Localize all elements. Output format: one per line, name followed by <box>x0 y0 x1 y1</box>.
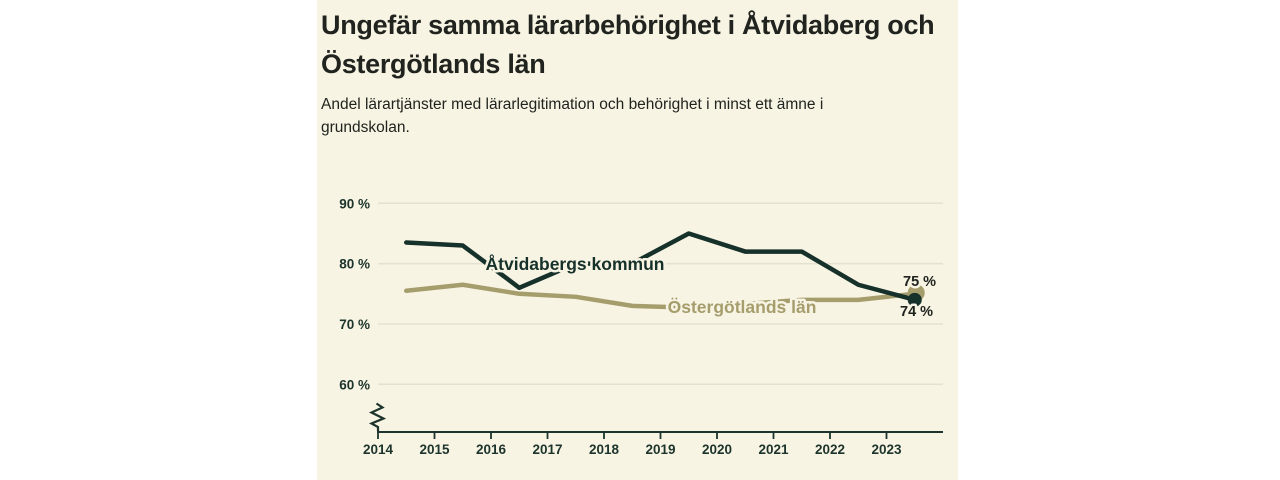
x-tick-label: 2023 <box>871 442 902 457</box>
series-line-1 <box>404 282 917 310</box>
y-tick-label: 70 % <box>339 317 370 332</box>
axis-break-icon <box>368 402 387 431</box>
x-tick-label: 2018 <box>589 442 620 457</box>
chart-card: Ungefär samma lärarbehörighet i Åtvidabe… <box>317 0 958 480</box>
line-chart: 90 % 80 % 70 % 60 % 2014 2015 2016 2017 2018 2019… <box>339 196 943 457</box>
x-tick-label: 2014 <box>363 442 394 457</box>
x-tick-label: 2019 <box>645 442 675 457</box>
x-tick-label: 2017 <box>532 442 562 457</box>
x-tick-label: 2020 <box>702 442 732 457</box>
series-line-0 <box>404 231 917 303</box>
chart-header: Ungefär samma lärarbehörighet i Åtvidabe… <box>321 6 955 139</box>
x-tick-label: 2016 <box>476 442 507 457</box>
series-end-value-0: 74 % <box>900 304 933 320</box>
series-label-1: Östergötlands län <box>668 297 817 317</box>
series-end-dot-0 <box>907 292 922 307</box>
series-end-value-1: 75 % <box>903 274 936 290</box>
series-label-0: Åtvidabergs kommun <box>486 254 665 274</box>
chart-title: Ungefär samma lärarbehörighet i Åtvidabe… <box>321 10 935 79</box>
y-tick-label: 80 % <box>339 257 370 272</box>
y-tick-label: 60 % <box>339 377 370 392</box>
x-tick-label: 2022 <box>815 442 845 457</box>
x-tick-label: 2015 <box>419 442 450 457</box>
y-tick-label: 90 % <box>339 196 370 211</box>
chart-subtitle: Andel lärartjänster med lärarlegitimatio… <box>321 96 824 136</box>
x-tick-label: 2021 <box>758 442 789 457</box>
